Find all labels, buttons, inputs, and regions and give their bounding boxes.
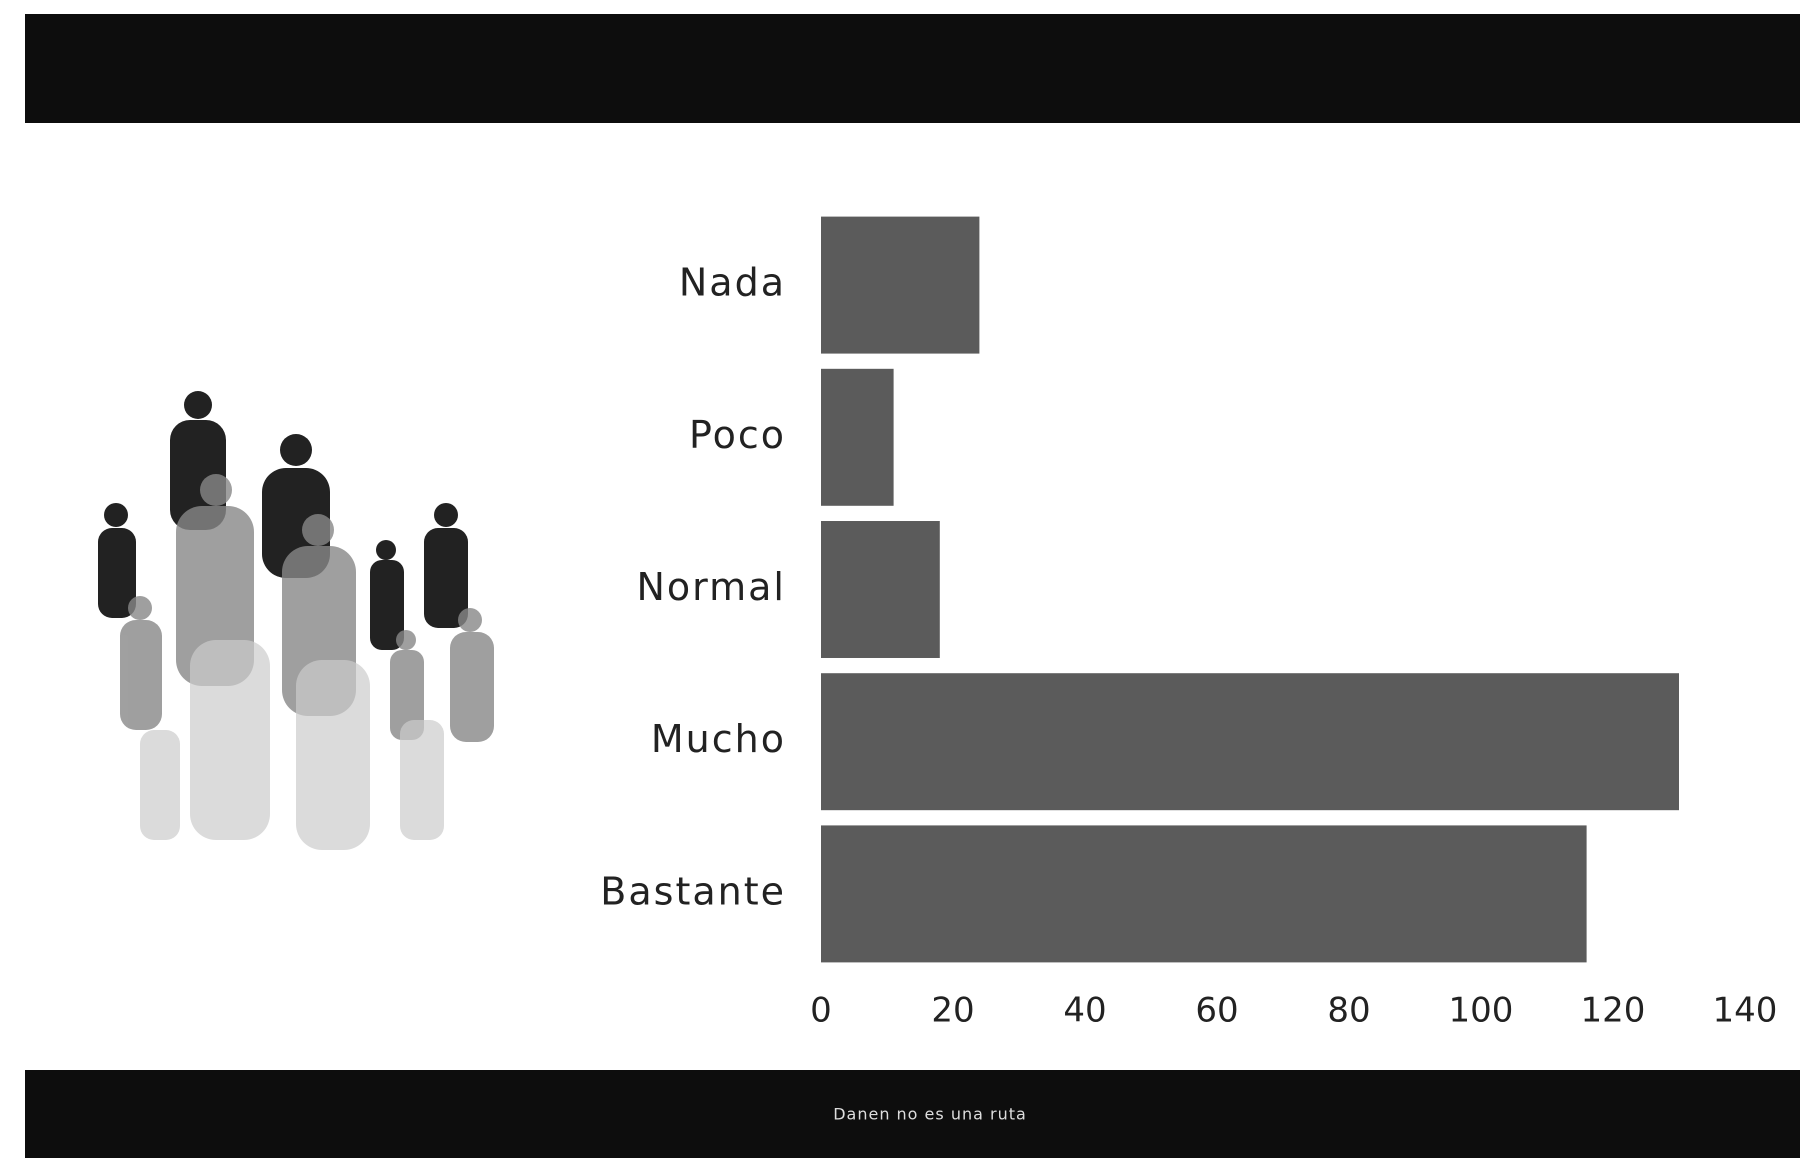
y-tick-label: Poco xyxy=(689,413,786,457)
bar xyxy=(821,673,1679,811)
footer-bar xyxy=(25,1070,1800,1158)
y-tick-label: Bastante xyxy=(600,869,786,913)
x-tick-label: 0 xyxy=(810,991,832,1031)
x-tick-label: 120 xyxy=(1581,991,1646,1031)
footer-text: Danen no es una ruta xyxy=(833,1105,1027,1124)
y-tick-label: Mucho xyxy=(651,717,786,761)
bar xyxy=(821,216,980,354)
x-tick-label: 60 xyxy=(1195,991,1238,1031)
x-tick-label: 140 xyxy=(1713,991,1778,1031)
y-tick-label: Normal xyxy=(637,565,787,609)
header-bar xyxy=(25,14,1800,123)
bar xyxy=(821,368,894,506)
x-tick-label: 80 xyxy=(1327,991,1370,1031)
y-tick-label: Nada xyxy=(679,261,786,305)
family-silhouette xyxy=(98,391,494,850)
x-tick-label: 20 xyxy=(931,991,974,1031)
x-tick-label: 100 xyxy=(1449,991,1514,1031)
bar xyxy=(821,825,1587,963)
x-tick-label: 40 xyxy=(1063,991,1106,1031)
bar xyxy=(821,521,940,658)
